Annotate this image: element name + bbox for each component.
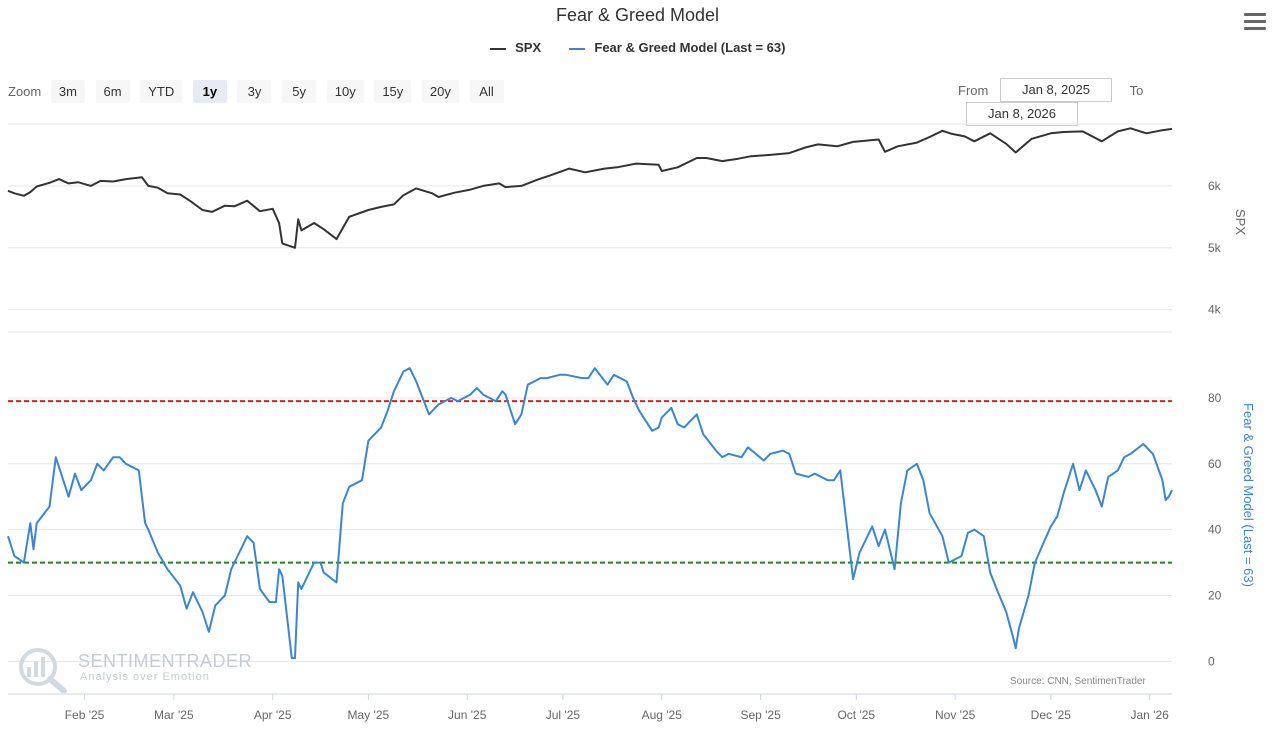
legend-item-fear-greed[interactable]: Fear & Greed Model (Last = 63) <box>568 40 786 55</box>
legend: SPX Fear & Greed Model (Last = 63) <box>0 40 1275 55</box>
x-tick-label-6: Aug '25 <box>642 708 683 722</box>
zoom-button-20y[interactable]: 20y <box>421 80 459 103</box>
magnifier-chart-logo-icon <box>19 648 67 694</box>
hamburger-menu-icon[interactable] <box>1244 13 1266 31</box>
x-tick-label-7: Sep '25 <box>740 708 781 722</box>
to-date-input[interactable]: Jan 8, 2026 <box>966 102 1078 126</box>
zoom-bar: Zoom 3m 6m YTD 1y 3y 5y 10y 15y 20y All <box>8 80 511 103</box>
zoom-label: Zoom <box>8 84 42 99</box>
x-tick-label-10: Dec '25 <box>1031 708 1072 722</box>
spx-y-axis-title: SPX <box>1233 209 1248 235</box>
x-tick-label-8: Oct '25 <box>837 708 875 722</box>
zoom-button-10y[interactable]: 10y <box>326 80 364 103</box>
x-tick-label-1: Mar '25 <box>154 708 194 722</box>
spx-y-tick-6k: 6k <box>1208 179 1222 193</box>
watermark-tagline: Analysis over Emotion <box>80 671 210 683</box>
x-tick-label-11: Jan '26 <box>1131 708 1170 722</box>
x-tick-label-4: Jun '25 <box>448 708 487 722</box>
fg-y-tick-60: 60 <box>1208 457 1222 471</box>
chart-title: Fear & Greed Model <box>555 5 720 25</box>
zoom-button-3m[interactable]: 3m <box>50 80 85 103</box>
fg-y-tick-20: 20 <box>1208 589 1222 603</box>
x-tick-label-5: Jul '25 <box>546 708 581 722</box>
x-tick-label-9: Nov '25 <box>935 708 976 722</box>
zoom-button-6m[interactable]: 6m <box>95 80 130 103</box>
fg-y-tick-0: 0 <box>1208 654 1215 668</box>
sentimentrader-watermark: SENTIMENTRADER Analysis over Emotion <box>14 645 252 698</box>
legend-swatch-spx <box>489 47 506 50</box>
legend-label-fear-greed: Fear & Greed Model (Last = 63) <box>594 40 786 55</box>
fg-y-tick-80: 80 <box>1208 391 1222 405</box>
zoom-button-15y[interactable]: 15y <box>374 80 412 103</box>
to-label: To <box>1129 82 1144 98</box>
zoom-button-3y[interactable]: 3y <box>237 80 272 103</box>
x-tick-label-0: Feb '25 <box>65 708 105 722</box>
fear-greed-series-line <box>7 367 1173 660</box>
from-label: From <box>958 82 989 98</box>
legend-swatch-fear-greed <box>568 47 585 50</box>
fg-y-tick-40: 40 <box>1208 523 1222 537</box>
legend-label-spx: SPX <box>515 40 542 55</box>
zoom-button-all[interactable]: All <box>469 80 504 103</box>
zoom-button-ytd[interactable]: YTD <box>140 80 183 103</box>
source-credit: Source: CNN, SentimenTrader <box>1010 676 1146 687</box>
spx-series-line <box>7 127 1173 249</box>
spx-y-tick-5k: 5k <box>1208 241 1222 255</box>
x-tick-label-2: Apr '25 <box>254 708 292 722</box>
legend-item-spx[interactable]: SPX <box>489 40 542 55</box>
zoom-button-5y[interactable]: 5y <box>282 80 317 103</box>
zoom-button-1y[interactable]: 1y <box>192 80 227 103</box>
watermark-name: SENTIMENTRADER <box>78 651 253 671</box>
x-tick-label-3: May '25 <box>348 708 390 722</box>
spx-y-tick-4k: 4k <box>1208 303 1222 317</box>
fg-y-axis-title: Fear & Greed Model (Last = 63) <box>1241 403 1256 587</box>
date-range: From Jan 8, 2025 To Jan 8, 2026 <box>958 78 1275 126</box>
